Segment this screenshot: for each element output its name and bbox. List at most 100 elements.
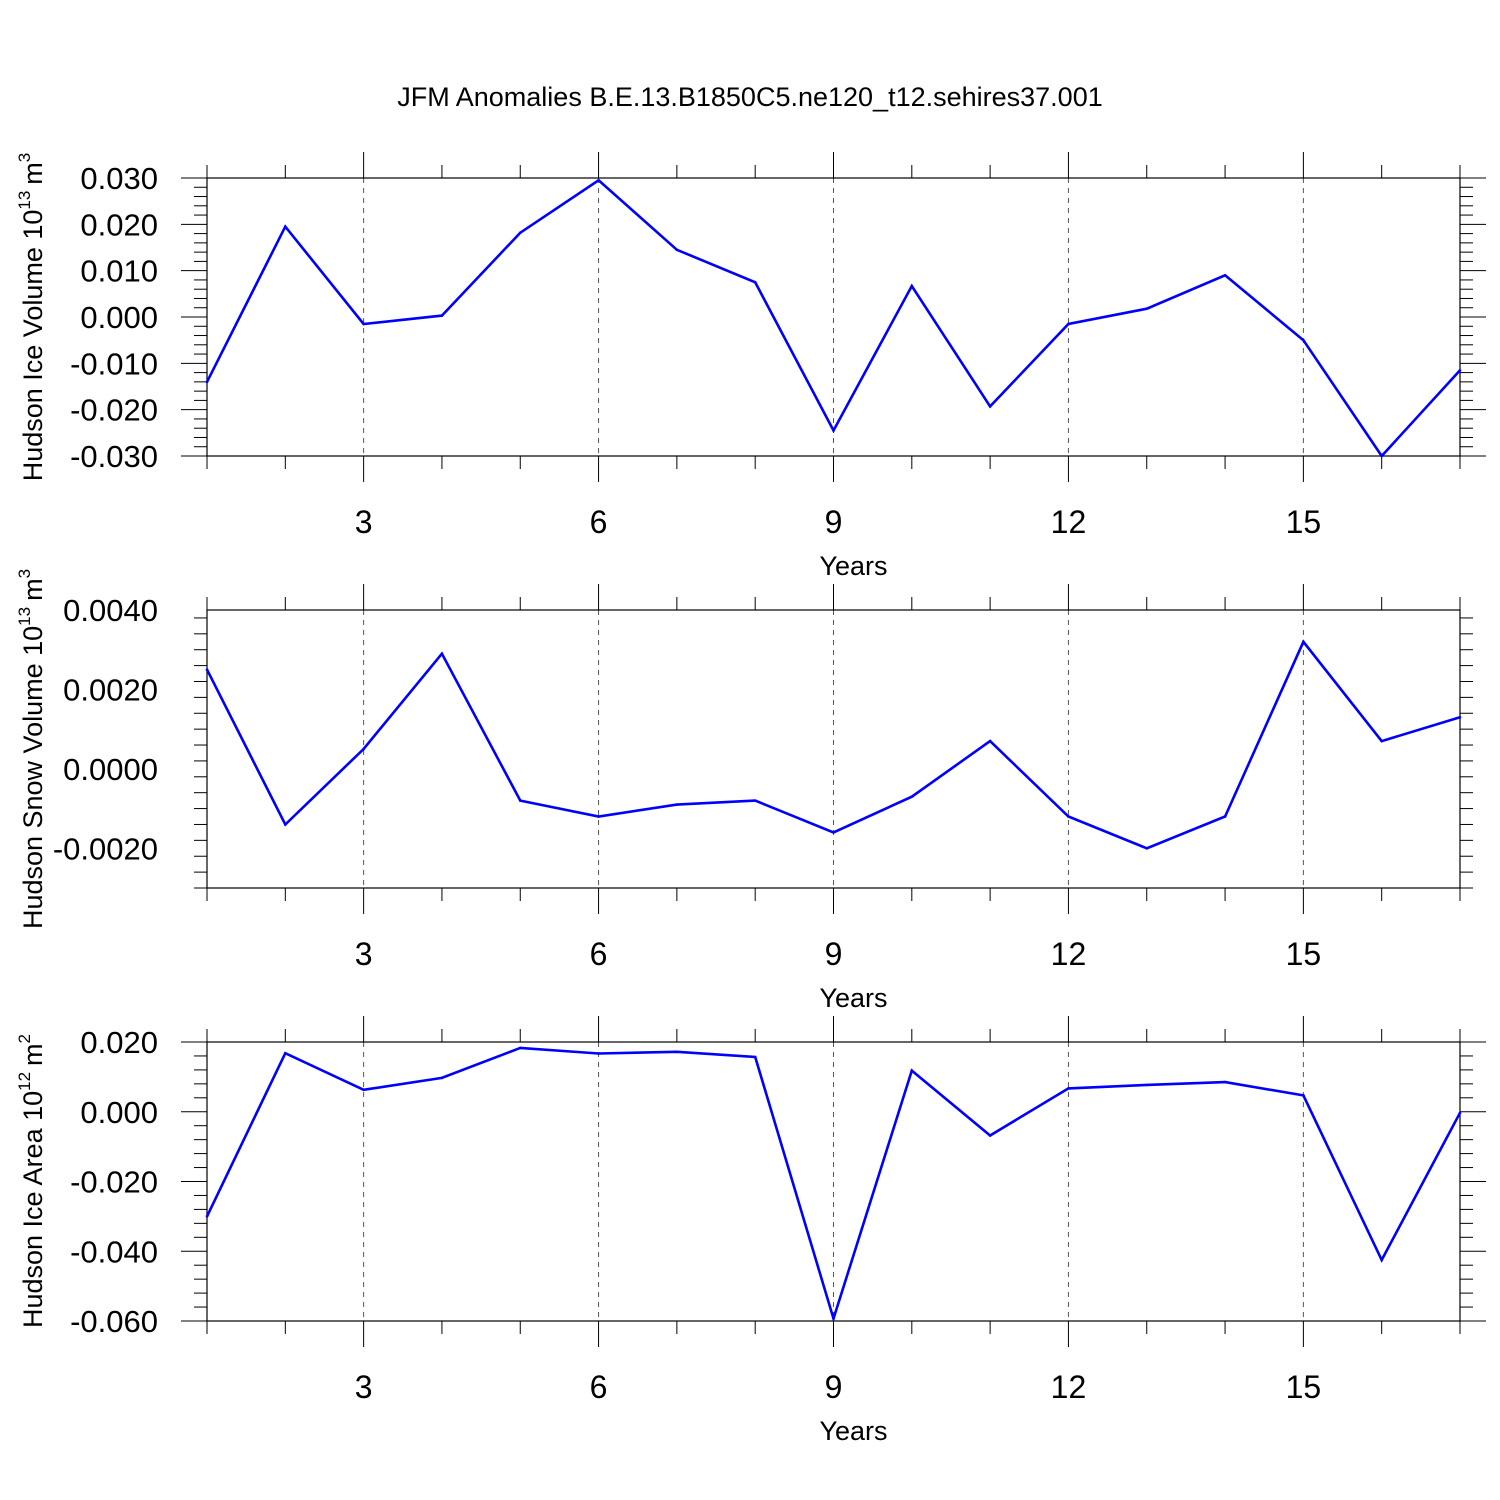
data-point <box>1223 815 1227 818</box>
x-tick-label: 12 <box>1051 504 1087 540</box>
data-point <box>675 248 679 252</box>
y-tick-label: -0.030 <box>70 439 158 474</box>
y-tick-label: -0.010 <box>70 346 158 381</box>
y-tick-label: -0.020 <box>70 393 158 428</box>
data-point <box>205 668 209 671</box>
data-point <box>1145 307 1149 310</box>
data-point <box>205 1215 209 1218</box>
y-tick-label: 0.0000 <box>63 752 158 787</box>
data-point <box>910 284 914 288</box>
data-point <box>362 1088 365 1092</box>
data-point <box>1302 1094 1305 1097</box>
data-point <box>362 747 365 751</box>
y-axis-label-exponent: 13 <box>15 607 34 626</box>
y-axis-label-unit: m <box>18 578 48 601</box>
y-tick-label: 0.0040 <box>63 593 158 628</box>
data-point <box>832 429 835 432</box>
data-point <box>597 179 600 182</box>
y-tick-label: 0.0020 <box>63 672 158 707</box>
x-tick-label: 12 <box>1051 1369 1087 1405</box>
data-point <box>284 823 287 826</box>
data-point <box>518 231 522 234</box>
data-point <box>205 380 209 384</box>
x-tick-label: 6 <box>590 1369 608 1405</box>
y-axis-label-unit-exponent: 3 <box>15 153 34 162</box>
data-point <box>1067 815 1070 818</box>
x-tick-label: 6 <box>590 936 608 972</box>
x-tick-label: 12 <box>1051 936 1087 972</box>
data-point <box>1458 1111 1462 1115</box>
chart-title: JFM Anomalies B.E.13.B1850C5.ne120_t12.s… <box>397 82 1102 112</box>
x-tick-label: 9 <box>825 936 843 972</box>
x-tick-label: 6 <box>590 504 608 540</box>
data-point <box>284 225 287 228</box>
data-point <box>1380 739 1383 743</box>
y-tick-label: 0.000 <box>80 1095 158 1130</box>
data-point <box>675 803 679 806</box>
y-tick-label: 0.010 <box>80 254 158 289</box>
data-point <box>518 1046 522 1050</box>
data-point <box>1380 454 1383 458</box>
y-tick-label: 0.020 <box>80 1025 158 1060</box>
y-axis-label: Hudson Ice Area 1012 m2 <box>15 1034 48 1328</box>
y-tick-label: -0.060 <box>70 1304 158 1339</box>
y-tick-label: -0.0020 <box>53 831 158 866</box>
data-point <box>832 831 835 834</box>
y-axis-label-exponent: 13 <box>15 191 34 210</box>
x-tick-label: 3 <box>355 1369 373 1405</box>
data-point <box>1145 846 1149 850</box>
panel-3: 3 6 9 12 15 -0.060 -0.040 -0.020 0.000 0.020 Years… <box>15 1016 1486 1446</box>
data-point <box>1302 338 1305 342</box>
y-axis-label: Hudson Snow Volume 1013 m3 <box>15 569 48 929</box>
y-tick-label: 0.020 <box>80 207 158 242</box>
panel-1: 3 6 9 12 15 -0.030 -0.020 -0.010 0.000 0.010 0.020… <box>15 152 1486 581</box>
x-tick-label: 3 <box>355 504 373 540</box>
y-tick-label: 0.000 <box>80 300 158 335</box>
data-point <box>1458 368 1462 372</box>
y-axis-label-text: Hudson Ice Volume 10 <box>18 210 48 482</box>
data-point <box>1067 322 1070 326</box>
x-axis-label: Years <box>819 1416 887 1446</box>
panel-2: 3 6 9 12 15 -0.0020 0.0000 0.0020 0.0040 Years Hud… <box>15 569 1473 1013</box>
x-tick-label: 9 <box>825 1369 843 1405</box>
data-point <box>597 815 600 818</box>
y-tick-label: 0.030 <box>80 161 158 196</box>
y-axis-label-text: Hudson Snow Volume 10 <box>18 626 48 929</box>
y-axis-label-text: Hudson Ice Area 10 <box>18 1091 48 1328</box>
data-point <box>988 739 992 743</box>
data-point <box>518 799 522 802</box>
data-point <box>910 795 914 798</box>
data-point <box>440 1076 444 1080</box>
data-point <box>362 322 365 326</box>
y-tick-label: -0.040 <box>70 1234 158 1269</box>
data-point <box>1223 1080 1227 1084</box>
x-axis-label: Years <box>819 551 887 581</box>
data-point <box>753 280 757 284</box>
y-axis-label-unit-exponent: 3 <box>15 569 34 578</box>
data-point <box>988 405 992 408</box>
y-tick-label: -0.020 <box>70 1165 158 1200</box>
x-axis-label: Years <box>819 983 887 1013</box>
panels: 3 6 9 12 15 -0.030 -0.020 -0.010 0.000 0.010 0.020… <box>15 152 1486 1446</box>
data-point <box>597 1052 600 1055</box>
data-point <box>1223 274 1227 277</box>
data-point <box>1067 1087 1070 1090</box>
y-axis-label-unit-exponent: 2 <box>15 1034 34 1043</box>
data-point <box>1458 715 1462 719</box>
x-tick-label: 3 <box>355 936 373 972</box>
data-point <box>1302 640 1305 644</box>
x-tick-label: 15 <box>1286 1369 1322 1405</box>
y-axis-label-unit: m <box>18 162 48 185</box>
x-tick-label: 15 <box>1286 504 1322 540</box>
data-point <box>440 314 444 317</box>
data-point <box>910 1069 914 1072</box>
data-point <box>1145 1083 1149 1087</box>
data-point <box>832 1317 835 1320</box>
data-point <box>675 1050 679 1054</box>
y-axis-label-exponent: 12 <box>15 1072 34 1091</box>
x-tick-label: 15 <box>1286 936 1322 972</box>
data-point <box>1380 1258 1383 1262</box>
x-tick-label: 9 <box>825 504 843 540</box>
data-point <box>988 1134 992 1137</box>
